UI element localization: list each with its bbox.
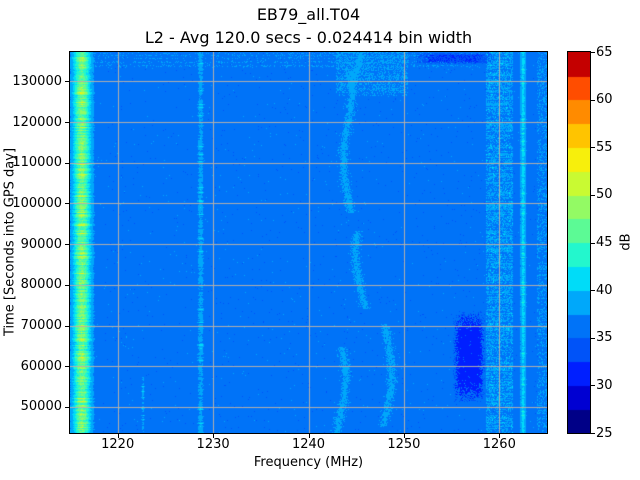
y-tick-label: 130000: [12, 73, 62, 89]
x-tick-label: 1230: [196, 437, 230, 452]
colorbar-tick-mark: [591, 290, 595, 291]
colorbar-tick-label: 25: [596, 425, 613, 441]
colorbar-tick-mark: [591, 147, 595, 148]
y-tick-mark: [65, 203, 69, 204]
colorbar-tick-label: 65: [596, 44, 613, 60]
colorbar-tick-label: 35: [596, 330, 613, 346]
x-tick-label: 1220: [101, 437, 135, 452]
colorbar-tick-mark: [591, 52, 595, 53]
plot-title: EB79_all.T04: [256, 5, 361, 24]
y-tick-mark: [65, 244, 69, 245]
y-tick-mark: [65, 407, 69, 408]
y-tick-label: 50000: [20, 399, 62, 415]
y-tick-mark: [65, 326, 69, 327]
colorbar-tick-label: 40: [596, 282, 613, 298]
plot-area: [69, 51, 548, 434]
y-tick-label: 120000: [12, 114, 62, 130]
x-tick-mark: [213, 434, 214, 438]
colorbar-label: dB: [618, 233, 634, 251]
y-tick-label: 110000: [12, 155, 62, 171]
x-tick-mark: [309, 434, 310, 438]
y-tick-label: 70000: [20, 318, 62, 334]
colorbar-tick-mark: [591, 195, 595, 196]
plot-subtitle: L2 - Avg 120.0 secs - 0.024414 bin width: [144, 28, 473, 47]
colorbar-gradient: [568, 52, 590, 433]
spectrogram-heatmap: [70, 52, 547, 433]
x-tick-label: 1250: [387, 437, 421, 452]
x-tick-label: 1260: [482, 437, 516, 452]
y-tick-label: 80000: [20, 277, 62, 293]
y-tick-mark: [65, 285, 69, 286]
y-tick-mark: [65, 366, 69, 367]
colorbar: [567, 51, 591, 434]
colorbar-tick-mark: [591, 338, 595, 339]
y-tick-label: 100000: [12, 195, 62, 211]
colorbar-tick-label: 45: [596, 235, 613, 250]
x-tick-mark: [499, 434, 500, 438]
y-tick-mark: [65, 122, 69, 123]
y-tick-mark: [65, 81, 69, 82]
colorbar-tick-mark: [591, 243, 595, 244]
y-tick-label: 90000: [20, 236, 62, 252]
x-tick-mark: [118, 434, 119, 438]
x-tick-label: 1240: [291, 437, 326, 452]
colorbar-tick-label: 60: [596, 92, 613, 108]
colorbar-tick-mark: [591, 385, 595, 386]
x-tick-mark: [404, 434, 405, 438]
colorbar-tick-label: 55: [596, 139, 613, 155]
colorbar-tick-label: 50: [596, 187, 613, 203]
colorbar-tick-mark: [591, 100, 595, 101]
colorbar-tick-mark: [591, 433, 595, 434]
colorbar-tick-label: 30: [596, 377, 613, 393]
y-tick-mark: [65, 163, 69, 164]
x-axis-label: Frequency (MHz): [253, 455, 364, 470]
y-tick-label: 60000: [20, 358, 62, 374]
